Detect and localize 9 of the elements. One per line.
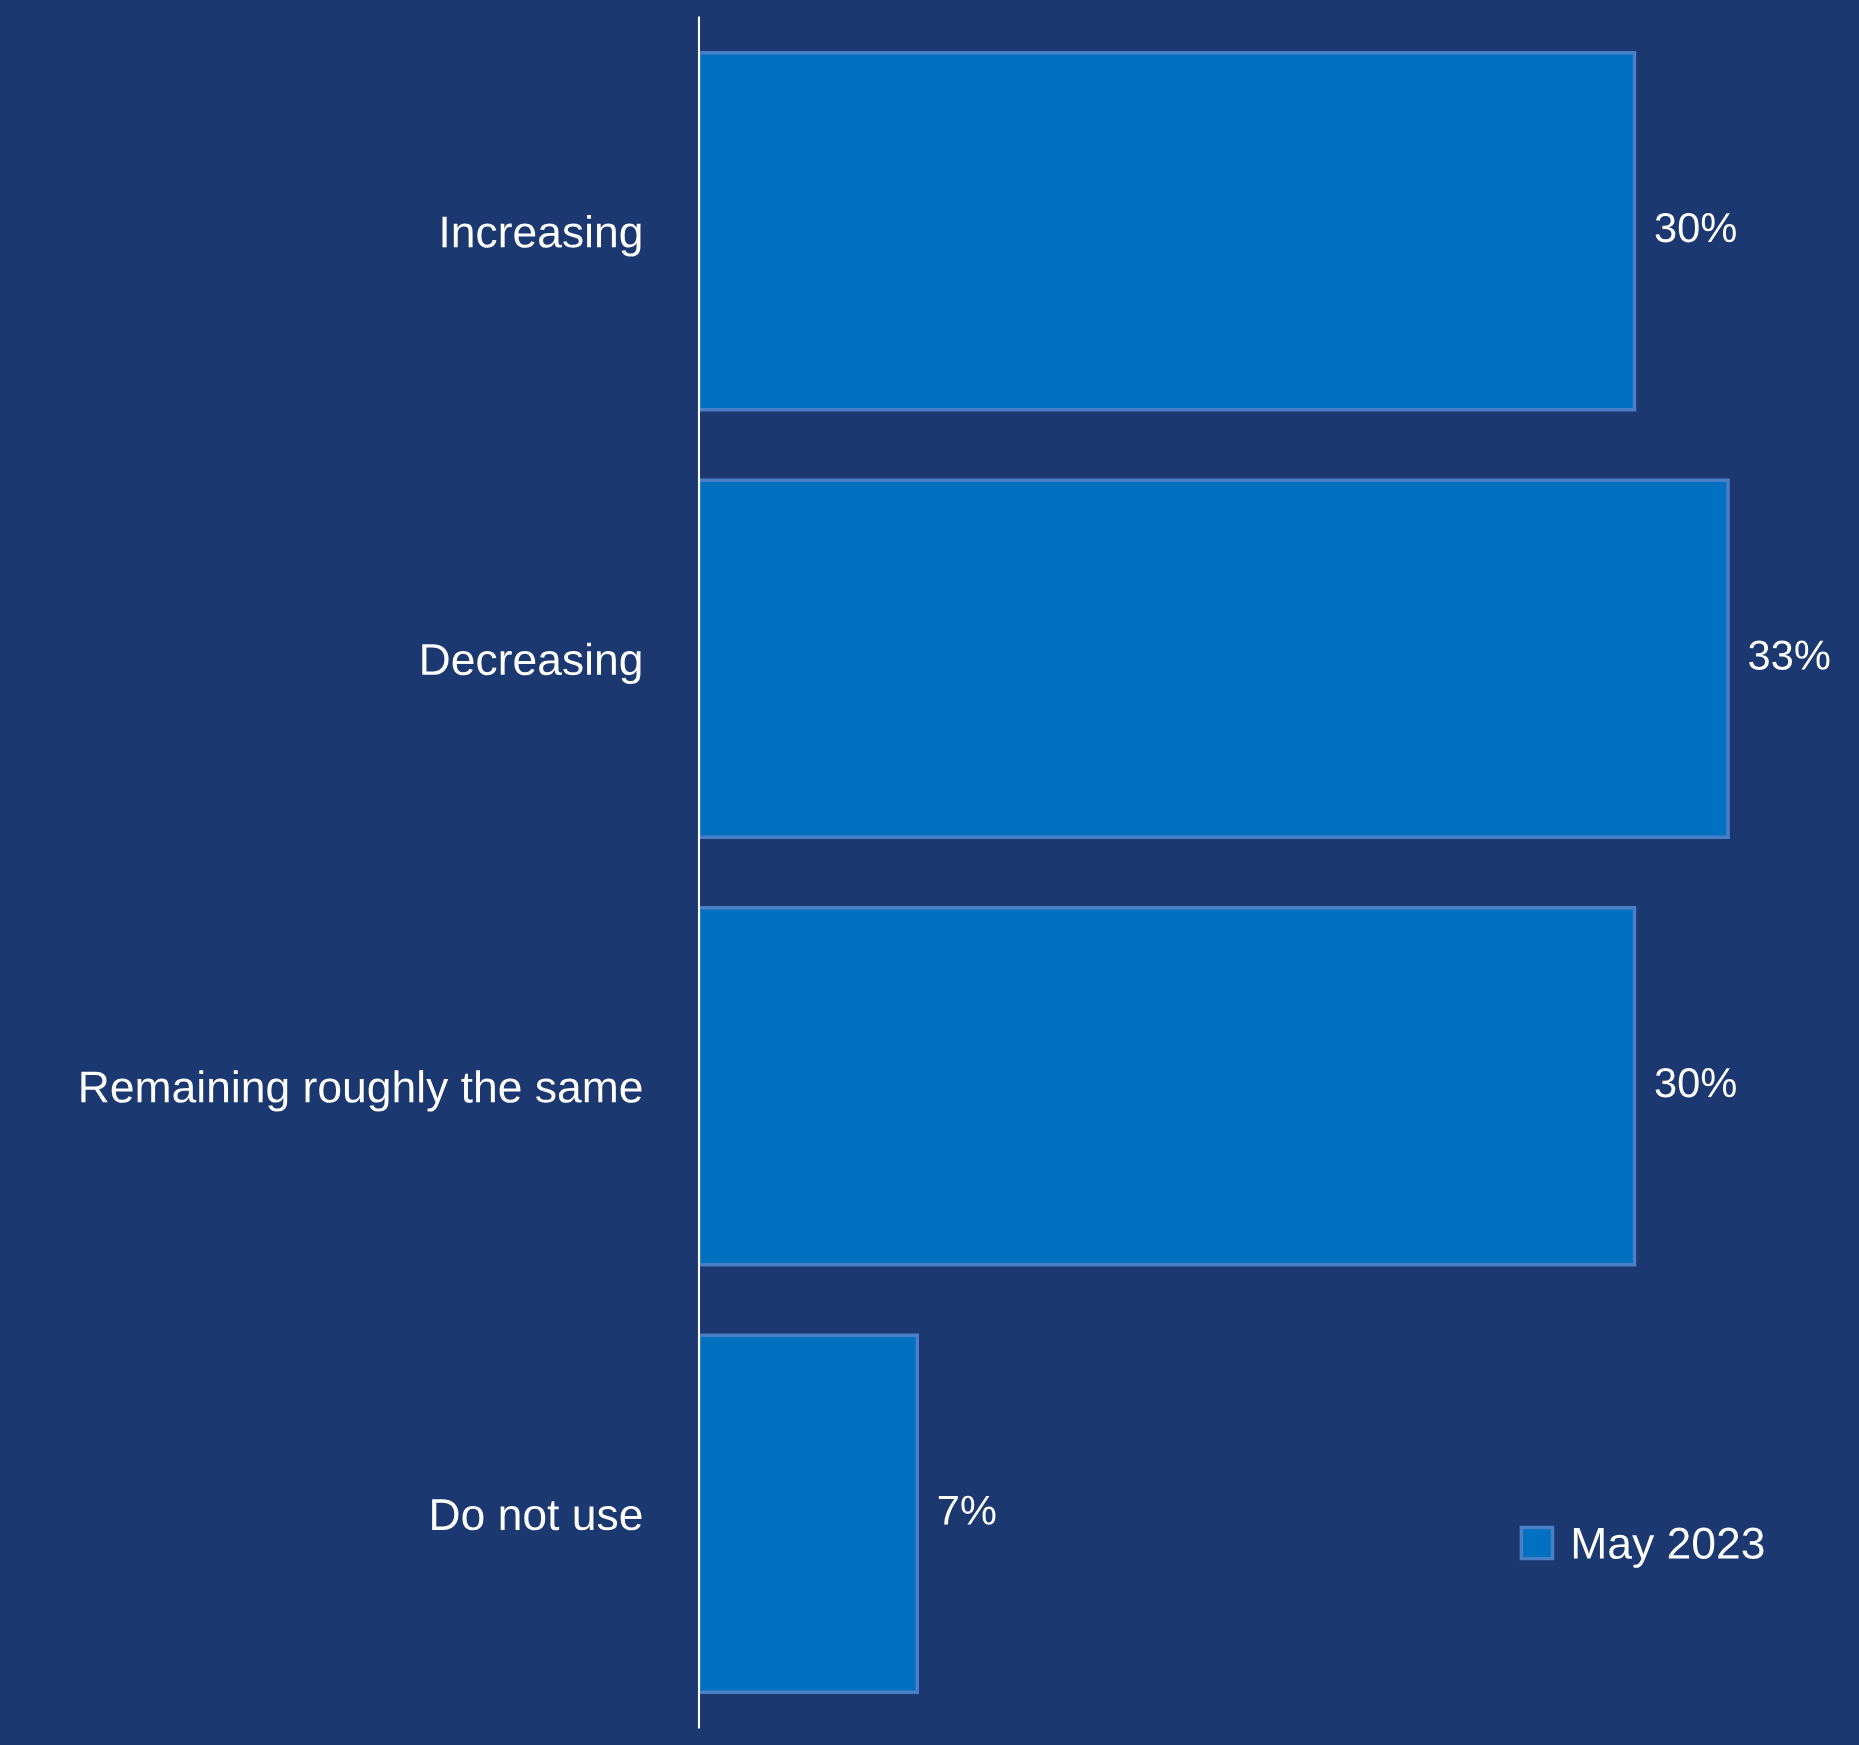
legend-label: May 2023 (1573, 1527, 1764, 1568)
y-tick-label: Do not use (432, 1499, 642, 1531)
y-tick-label: Decreasing (422, 642, 641, 685)
y-tick-label: Increasing (442, 215, 641, 257)
data-label: 30% (1655, 212, 1736, 243)
y-tick-label: Remaining roughly the same (81, 1070, 642, 1112)
data-label: 7% (938, 1495, 996, 1525)
data-label: 33% (1749, 640, 1830, 670)
data-label: 30% (1655, 1067, 1736, 1098)
